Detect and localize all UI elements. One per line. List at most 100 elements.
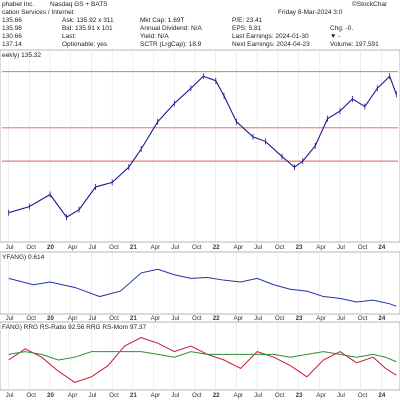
x-tick-label: Jul bbox=[88, 244, 96, 251]
x-tick-label: 22 bbox=[213, 244, 220, 251]
x-tick-label: 20 bbox=[47, 244, 54, 251]
x-tick-label: Apr bbox=[316, 392, 326, 399]
x-tick-label: 21 bbox=[130, 392, 137, 399]
x-tick-label: Oct bbox=[109, 244, 119, 251]
quote-cell: Bid: 135.91 x 101 bbox=[62, 25, 113, 32]
quote-cell: SCTR (LrgCap): 18.9 bbox=[140, 41, 202, 48]
quote-cell: 137.14 bbox=[2, 41, 22, 48]
quote-cell: Next Earnings: 2024-04-23 bbox=[232, 41, 310, 48]
grid-lines bbox=[8, 50, 382, 390]
company-name: phabet Inc. bbox=[2, 1, 34, 8]
rrg-legend: FANG) RRG RS-Ratio 92.56 RRG RS-Mom 97.3… bbox=[2, 324, 147, 331]
x-tick-label: Jul bbox=[88, 315, 96, 322]
x-tick-label: Oct bbox=[26, 392, 36, 399]
quote-cell: EPS: 5.81 bbox=[232, 25, 262, 32]
panel-frames bbox=[0, 49, 400, 391]
x-tick-label: 20 bbox=[47, 315, 54, 322]
quote-cell: Yield: N/A bbox=[140, 33, 169, 40]
support-resistance-lines bbox=[2, 71, 398, 162]
x-tick-label: Apr bbox=[233, 392, 243, 399]
x-tick-label: Jul bbox=[6, 315, 14, 322]
x-tick-label: 22 bbox=[213, 315, 220, 322]
x-tick-label: 23 bbox=[296, 244, 303, 251]
brand-mark: ©StockChar bbox=[352, 0, 388, 8]
x-tick-label: Apr bbox=[233, 315, 243, 322]
x-tick-label: Jul bbox=[171, 244, 179, 251]
x-tick-label: Jul bbox=[254, 244, 262, 251]
x-tick-label: Jul bbox=[337, 392, 345, 399]
x-tick-label: Jul bbox=[171, 315, 179, 322]
x-axis-ticks: Jul Jul Jul Oct Oct Oct 20 20 20 Apr Apr Apr Jul Jul J… bbox=[6, 244, 386, 399]
quote-cell: 130.66 bbox=[2, 33, 22, 40]
x-tick-label: Oct bbox=[192, 315, 202, 322]
x-tick-label: Apr bbox=[233, 244, 243, 251]
x-tick-label: Jul bbox=[171, 392, 179, 399]
rs-line bbox=[8, 268, 397, 307]
x-tick-label: 23 bbox=[296, 315, 303, 322]
x-tick-label: 24 bbox=[378, 244, 385, 251]
x-tick-label: Oct bbox=[275, 244, 285, 251]
quote-cell: Mkt Cap: 1.69T bbox=[140, 17, 184, 24]
x-tick-label: Apr bbox=[151, 392, 161, 399]
x-tick-label: 24 bbox=[378, 315, 385, 322]
x-tick-label: Oct bbox=[26, 244, 36, 251]
quote-cell: Volume: 197,591 bbox=[330, 41, 379, 48]
x-tick-label: Apr bbox=[68, 392, 78, 399]
rs-series bbox=[8, 268, 397, 307]
x-tick-label: Apr bbox=[316, 315, 326, 322]
x-tick-label: Apr bbox=[316, 244, 326, 251]
x-tick-label: 24 bbox=[378, 392, 385, 399]
x-tick-label: Oct bbox=[192, 392, 202, 399]
rrg-series bbox=[8, 337, 397, 383]
x-tick-label: Oct bbox=[109, 392, 119, 399]
x-tick-label: Oct bbox=[192, 244, 202, 251]
x-tick-label: Oct bbox=[109, 315, 119, 322]
price-legend: eekly) 135.32 bbox=[2, 52, 41, 59]
x-tick-label: Apr bbox=[68, 315, 78, 322]
x-tick-label: Jul bbox=[254, 315, 262, 322]
quote-cell: Last: bbox=[62, 33, 76, 40]
x-tick-label: Jul bbox=[88, 392, 96, 399]
quote-cell: Chg: -0. bbox=[330, 25, 353, 32]
x-tick-label: Oct bbox=[358, 315, 368, 322]
rrg-panel-frame bbox=[0, 321, 400, 391]
quote-cell: 135.66 bbox=[2, 17, 22, 24]
x-tick-label: Oct bbox=[26, 315, 36, 322]
x-tick-label: Oct bbox=[275, 392, 285, 399]
x-tick-label: Oct bbox=[358, 244, 368, 251]
price-line bbox=[8, 75, 397, 218]
quote-cell: ▼ - bbox=[330, 33, 340, 40]
quote-cell: Last Earnings: 2024-01-30 bbox=[232, 33, 309, 40]
x-tick-label: 22 bbox=[213, 392, 220, 399]
price-panel-frame bbox=[0, 49, 400, 243]
price-series bbox=[8, 73, 397, 221]
x-tick-label: Jul bbox=[254, 392, 262, 399]
quote-cell: 135.98 bbox=[2, 25, 22, 32]
quote-cell: Annual Dividend: N/A bbox=[140, 25, 202, 32]
x-tick-label: Jul bbox=[337, 244, 345, 251]
x-tick-label: 21 bbox=[130, 315, 137, 322]
quote-cell: P/E: 23.41 bbox=[232, 17, 263, 24]
x-tick-label: Apr bbox=[151, 315, 161, 322]
x-tick-label: Oct bbox=[358, 392, 368, 399]
date-time: Friday 8-Mar-2024 3:0 bbox=[278, 9, 343, 16]
chart-header: phabet Inc. Nasdaq GS + BATS cation Serv… bbox=[2, 0, 388, 48]
rs-ratio-line bbox=[8, 337, 397, 383]
x-tick-label: 23 bbox=[296, 392, 303, 399]
sector-label: cation Services / Internet bbox=[2, 9, 74, 16]
rs-panel-frame bbox=[0, 251, 400, 315]
x-tick-label: Oct bbox=[275, 315, 285, 322]
exchange-label: Nasdaq GS + BATS bbox=[50, 1, 108, 8]
quote-cell: Optionable: yes bbox=[62, 41, 108, 48]
x-tick-label: Apr bbox=[68, 244, 78, 251]
x-tick-label: 21 bbox=[130, 244, 137, 251]
x-tick-label: 20 bbox=[47, 392, 54, 399]
quote-cell: Ask: 135.92 x 311 bbox=[62, 17, 114, 24]
x-tick-label: Jul bbox=[6, 244, 14, 251]
rs-momentum-line bbox=[8, 351, 397, 363]
x-tick-label: Apr bbox=[151, 244, 161, 251]
rs-legend: YFANG) 0.614 bbox=[2, 254, 45, 261]
x-tick-label: Jul bbox=[337, 315, 345, 322]
